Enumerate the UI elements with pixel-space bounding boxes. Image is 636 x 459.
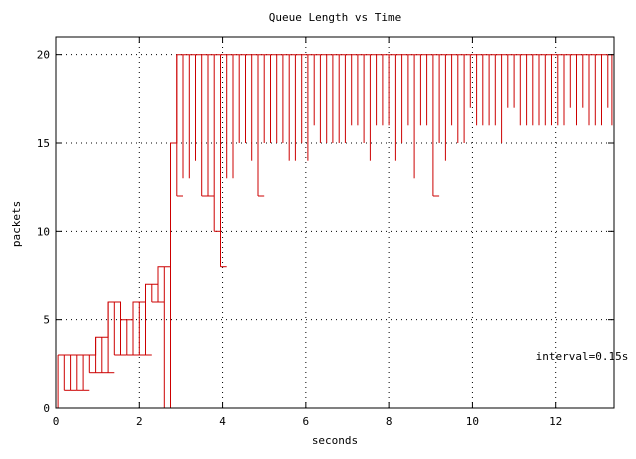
x-tick-label: 10 xyxy=(466,415,479,428)
y-tick-label: 5 xyxy=(43,314,50,327)
chart-title: Queue Length vs Time xyxy=(269,11,401,24)
y-axis-ticks: 0 5 10 15 20 xyxy=(37,49,614,415)
x-tick-label: 12 xyxy=(549,415,562,428)
y-tick-label: 10 xyxy=(37,225,50,238)
x-axis-label: seconds xyxy=(312,434,358,447)
queue-series xyxy=(57,54,614,409)
plot-frame xyxy=(55,36,615,409)
x-tick-label: 8 xyxy=(386,415,393,428)
x-axis-ticks: 0 2 4 6 8 10 12 xyxy=(53,37,562,428)
y-tick-label: 0 xyxy=(43,402,50,415)
x-tick-label: 2 xyxy=(136,415,143,428)
interval-annotation: interval=0.15s xyxy=(536,350,629,363)
x-tick-label: 4 xyxy=(219,415,226,428)
x-tick-label: 6 xyxy=(303,415,310,428)
x-tick-label: 0 xyxy=(53,415,60,428)
y-tick-label: 15 xyxy=(37,137,50,150)
y-tick-label: 20 xyxy=(37,49,50,62)
y-axis-label: packets xyxy=(10,201,23,247)
max-envelope-line xyxy=(58,54,614,356)
